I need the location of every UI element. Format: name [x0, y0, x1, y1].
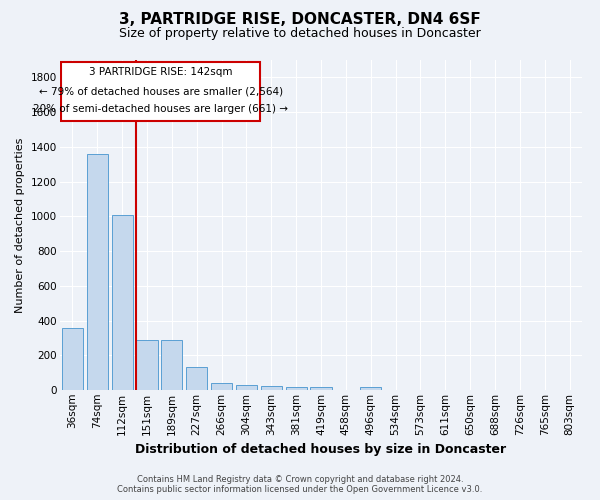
Bar — [161, 340, 182, 390]
X-axis label: Distribution of detached houses by size in Doncaster: Distribution of detached houses by size … — [136, 443, 506, 456]
Text: 20% of semi-detached houses are larger (661) →: 20% of semi-detached houses are larger (… — [33, 104, 288, 114]
Bar — [261, 386, 282, 390]
FancyBboxPatch shape — [61, 62, 260, 121]
Bar — [87, 154, 108, 390]
Bar — [186, 368, 207, 390]
Bar — [112, 214, 133, 390]
Text: Contains HM Land Registry data © Crown copyright and database right 2024.
Contai: Contains HM Land Registry data © Crown c… — [118, 474, 482, 494]
Bar — [236, 385, 257, 390]
Bar — [286, 388, 307, 390]
Text: 3, PARTRIDGE RISE, DONCASTER, DN4 6SF: 3, PARTRIDGE RISE, DONCASTER, DN4 6SF — [119, 12, 481, 28]
Text: 3 PARTRIDGE RISE: 142sqm: 3 PARTRIDGE RISE: 142sqm — [89, 68, 232, 78]
Text: Size of property relative to detached houses in Doncaster: Size of property relative to detached ho… — [119, 28, 481, 40]
Y-axis label: Number of detached properties: Number of detached properties — [16, 138, 25, 312]
Bar — [62, 328, 83, 390]
Bar — [136, 340, 158, 390]
Bar — [310, 388, 332, 390]
Bar — [360, 386, 381, 390]
Bar — [211, 383, 232, 390]
Text: ← 79% of detached houses are smaller (2,564): ← 79% of detached houses are smaller (2,… — [38, 86, 283, 97]
